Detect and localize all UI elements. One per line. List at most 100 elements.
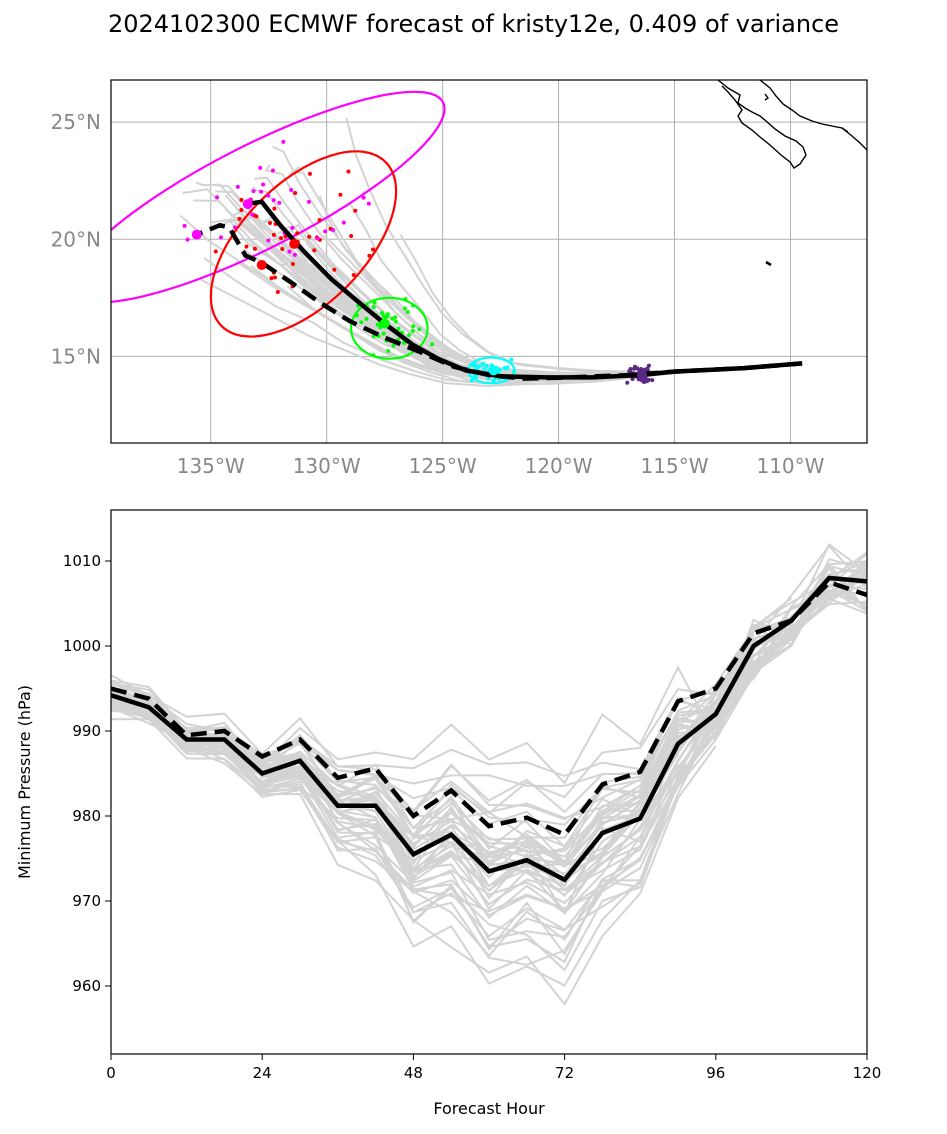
ensemble-position-dot [331, 227, 336, 232]
x-axis-label: Forecast Hour [433, 1099, 545, 1118]
ensemble-position-dot [273, 275, 278, 280]
cluster-center-marker [379, 318, 390, 329]
ensemble-position-dot [272, 206, 277, 211]
ensemble-position-dot [375, 322, 380, 327]
revillagigedo-island [765, 260, 772, 267]
pressure-frame [110, 509, 868, 1055]
ensemble-position-dot [372, 300, 377, 305]
ensemble-position-dot [268, 221, 273, 226]
cluster-ellipse [349, 296, 429, 360]
ensemble-pressure-line [111, 551, 867, 867]
map-x-tick-label: 120°W [525, 454, 593, 478]
ensemble-position-dot [237, 216, 242, 221]
ensemble-position-dot [482, 367, 487, 372]
ensemble-position-dot [213, 249, 218, 254]
cluster-center-markers [191, 199, 648, 381]
ensemble-position-dot [410, 329, 415, 334]
figure-title: 2024102300 ECMWF forecast of kristy12e, … [107, 10, 840, 38]
ensemble-position-dot [366, 201, 371, 206]
ensemble-position-dot [232, 225, 237, 230]
map-x-tick-label: 110°W [756, 454, 824, 478]
ensemble-position-dot [371, 247, 376, 252]
ensemble-position-dot [261, 182, 266, 187]
ensemble-position-dot [266, 193, 271, 198]
track-map-panel: 135°W 130°W 125°W 120°W 115°W 110°W 15°N 20°N 2… [51, 79, 868, 478]
mean-and-control-pressure-lines [111, 575, 867, 883]
ensemble-position-dot [367, 253, 372, 258]
ensemble-position-dot [379, 310, 384, 315]
ensemble-position-dot [239, 197, 244, 202]
ensemble-position-dot [511, 369, 516, 374]
ensemble-position-dot [252, 246, 257, 251]
baja-california-coastline [717, 80, 807, 169]
ensemble-position-dot [480, 362, 485, 367]
ensemble-position-dot [280, 247, 285, 252]
ensemble-tracks [179, 117, 803, 388]
ensemble-position-dot [381, 331, 386, 336]
mean-pressure-line [111, 575, 867, 883]
ensemble-track [272, 145, 803, 375]
map-latitude-ticks: 15°N 20°N 25°N [51, 110, 101, 368]
ensemble-pressure-lines [111, 542, 867, 1006]
x-tick-label: 24 [253, 1064, 272, 1082]
cluster-center-marker [242, 199, 253, 210]
ensemble-position-dot [306, 199, 311, 204]
ensemble-pressure-line [111, 637, 755, 948]
cluster-ellipses [111, 90, 516, 385]
ensemble-position-dot [323, 229, 328, 234]
ensemble-position-dot [364, 316, 369, 321]
ensemble-position-dot [359, 320, 364, 325]
map-x-tick-label: 130°W [293, 454, 361, 478]
ensemble-position-dot [484, 363, 489, 368]
map-longitude-ticks: 135°W 130°W 125°W 120°W 115°W 110°W [177, 454, 825, 478]
ensemble-position-dot [371, 305, 376, 310]
ensemble-position-dot [317, 217, 322, 222]
x-tick-label: 0 [106, 1064, 116, 1082]
ensemble-position-dot [290, 225, 295, 230]
map-y-tick-label: 15°N [51, 344, 101, 368]
ensemble-position-dot [371, 334, 376, 339]
ensemble-position-dot [407, 333, 412, 338]
ensemble-position-dot [405, 309, 410, 314]
ensemble-position-dot [505, 365, 510, 370]
ensemble-position-dot [292, 252, 297, 257]
ensemble-position-dot [346, 169, 351, 174]
cluster-center-marker [637, 370, 648, 381]
ensemble-position-dot [254, 214, 259, 219]
ensemble-position-dot [277, 200, 282, 205]
ensemble-position-dot [403, 297, 408, 302]
ensemble-pressure-line [111, 563, 867, 869]
ensemble-position-dot [469, 378, 474, 383]
ensemble-position-dot [281, 139, 286, 144]
ensemble-pressure-line [111, 633, 755, 777]
ensemble-position-dot [251, 189, 256, 194]
ensemble-position-dot [396, 326, 401, 331]
ensemble-position-dot [402, 306, 407, 311]
y-tick-label: 990 [72, 722, 101, 740]
cluster-center-marker [191, 229, 202, 240]
ensemble-position-dot [271, 198, 276, 203]
ensemble-position-dot [283, 234, 288, 239]
ensemble-position-dot [474, 364, 479, 369]
y-tick-label: 970 [72, 892, 101, 910]
x-tick-label: 120 [853, 1064, 882, 1082]
ensemble-position-dot [270, 168, 275, 173]
cluster-center-marker [256, 260, 267, 271]
ensemble-pressure-line [111, 553, 867, 819]
ensemble-position-dot [411, 324, 416, 329]
control-pressure-line [111, 579, 867, 838]
ensemble-position-dot [239, 207, 244, 212]
ensemble-pressure-line [111, 544, 867, 854]
x-tick-label: 48 [404, 1064, 423, 1082]
ensemble-position-dot [341, 220, 346, 225]
map-x-tick-label: 115°W [641, 454, 709, 478]
ensemble-position-dot [401, 340, 406, 345]
gulf-island [841, 127, 849, 133]
ensemble-position-dot [630, 376, 635, 381]
ensemble-position-dot [235, 184, 240, 189]
ensemble-position-dot [295, 231, 300, 236]
ensemble-position-dot [266, 238, 271, 243]
gulf-island [764, 93, 770, 101]
ensemble-position-dot [278, 236, 283, 241]
ensemble-position-dot [218, 235, 223, 240]
